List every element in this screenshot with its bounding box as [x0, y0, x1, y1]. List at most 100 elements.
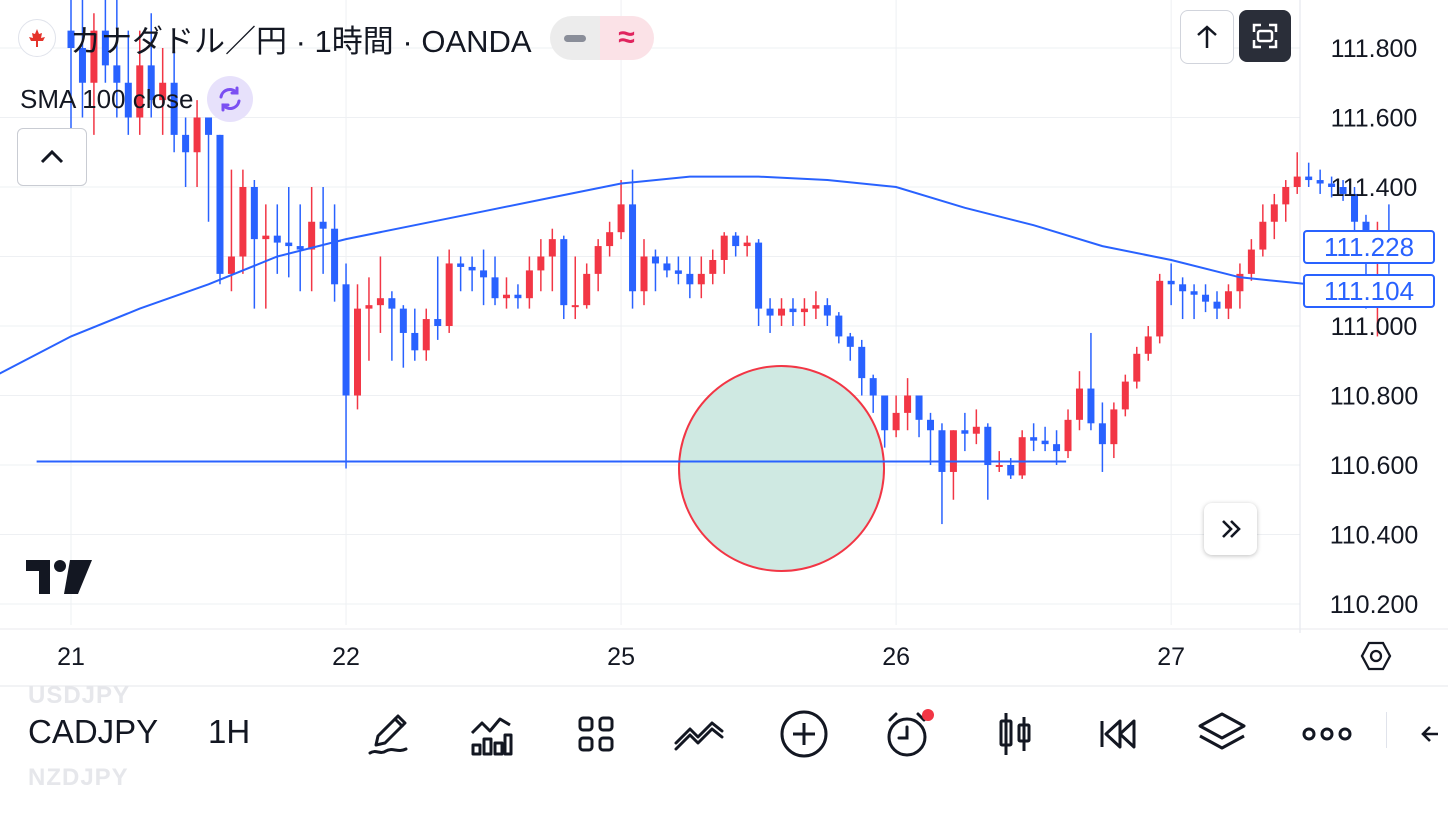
candle-body: [388, 298, 396, 309]
candle-body: [216, 134, 224, 274]
candle-body: [1018, 437, 1026, 476]
candle-body: [159, 82, 167, 101]
candle-body: [789, 308, 797, 313]
candle-style-icon[interactable]: [984, 706, 1044, 762]
candle-body: [571, 305, 579, 308]
compare-icon[interactable]: [669, 706, 729, 762]
fullscreen-icon: [1252, 23, 1278, 49]
approx-wave-icon: ≈: [599, 16, 654, 60]
candle-body: [457, 263, 465, 267]
chevron-left-icon[interactable]: [1412, 706, 1448, 762]
chart-header: カナダドル／円 · 1時間 · OANDA ≈: [18, 16, 654, 60]
candle-body: [1156, 280, 1164, 337]
candle-body: [720, 235, 728, 260]
layers-icon[interactable]: [1192, 706, 1252, 762]
refresh-icon[interactable]: [207, 76, 254, 122]
chevron-up-icon: [40, 149, 64, 164]
scroll-up-button[interactable]: [1180, 10, 1234, 64]
double-chevron-right-icon: [1221, 520, 1241, 538]
indicators-icon[interactable]: [461, 706, 521, 762]
time-axis-label: 21: [57, 643, 85, 671]
scroll-to-realtime-button[interactable]: [1204, 503, 1257, 555]
candle-body: [858, 346, 866, 379]
candle-body: [732, 235, 740, 247]
last-price-label: 111.228: [1303, 230, 1435, 264]
collapse-legend-button[interactable]: [17, 128, 87, 186]
candle-body: [881, 395, 889, 431]
symbol-title: カナダドル／円 · 1時間 · OANDA: [70, 23, 532, 59]
candle-body: [709, 259, 717, 274]
candle-body: [1259, 221, 1267, 250]
candle-body: [480, 270, 488, 278]
indicator-legend[interactable]: SMA 100 close: [20, 76, 254, 122]
candle-body: [1098, 423, 1106, 445]
candle-body: [1190, 291, 1198, 295]
replay-rewind-icon[interactable]: [1088, 706, 1148, 762]
candle-body: [915, 395, 923, 420]
candle-body: [1121, 381, 1129, 410]
candle-body: [491, 277, 499, 299]
candle-body: [285, 242, 293, 247]
candle-body: [995, 465, 1003, 467]
candle-body: [308, 221, 316, 250]
candle-body: [525, 270, 533, 299]
candle-body: [629, 204, 637, 292]
chart-settings-button[interactable]: [1352, 632, 1400, 680]
candle-body: [1041, 440, 1049, 445]
candle-body: [147, 65, 155, 101]
candle-body: [949, 430, 957, 472]
candle-body: [537, 256, 545, 271]
candle-body: [1075, 388, 1083, 420]
candle-body: [101, 30, 109, 66]
candle-body: [1053, 444, 1061, 452]
candle-body: [766, 308, 774, 316]
settings-hexagon-icon: [1360, 641, 1392, 671]
price-axis-label: 111.000: [1331, 313, 1418, 341]
candle-body: [1328, 183, 1336, 187]
candle-body: [1339, 187, 1347, 194]
candle-body: [411, 332, 419, 351]
candle-body: [331, 228, 339, 285]
candle-body: [1213, 301, 1221, 309]
alert-clock-icon[interactable]: [878, 706, 938, 762]
minus-icon: [549, 16, 600, 60]
price-axis-label: 110.600: [1330, 452, 1419, 480]
templates-icon[interactable]: [566, 706, 626, 762]
candle-body: [250, 187, 258, 240]
candle-body: [273, 235, 281, 243]
add-circle-icon[interactable]: [774, 706, 834, 762]
symbol-selector[interactable]: CADJPY: [28, 713, 159, 750]
candle-body: [239, 187, 247, 257]
candle-body: [651, 256, 659, 264]
candle-body: [686, 273, 694, 285]
draw-tool-icon[interactable]: [357, 706, 417, 762]
candle-body: [376, 298, 384, 306]
bottom-toolbar: USDJPY CADJPY 1H NZDJPY: [0, 682, 1448, 815]
fullscreen-button[interactable]: [1239, 10, 1291, 62]
candle-body: [640, 256, 648, 292]
more-dots-icon[interactable]: [1297, 706, 1357, 762]
next-symbol-ghost: NZDJPY: [28, 764, 129, 791]
candle-body: [1293, 176, 1301, 187]
market-status-pill[interactable]: ≈: [549, 16, 654, 60]
highlight-circle: [678, 364, 886, 572]
chart-area[interactable]: 111.800 111.600 111.400 111.000 110.800 110.6…: [0, 0, 1448, 690]
timeframe-selector[interactable]: 1H: [208, 713, 251, 750]
candle-body: [560, 239, 568, 306]
price-chart[interactable]: 111.800 111.600 111.400 111.000 110.800 110.6…: [0, 0, 1448, 690]
candle-body: [1282, 187, 1290, 205]
candle-body: [835, 315, 843, 337]
candle-body: [67, 30, 75, 48]
candle-body: [468, 266, 476, 271]
candle-body: [319, 221, 327, 229]
candle-body: [514, 294, 522, 299]
candle-body: [697, 273, 705, 285]
prev-symbol-ghost: USDJPY: [28, 682, 131, 709]
candle-body: [1144, 336, 1152, 354]
candle-body: [823, 305, 831, 316]
canada-flag-icon: [18, 19, 56, 57]
candle-body: [927, 419, 934, 431]
tradingview-logo: [26, 560, 92, 599]
candle-body: [1316, 180, 1324, 184]
candle-body: [193, 117, 201, 153]
